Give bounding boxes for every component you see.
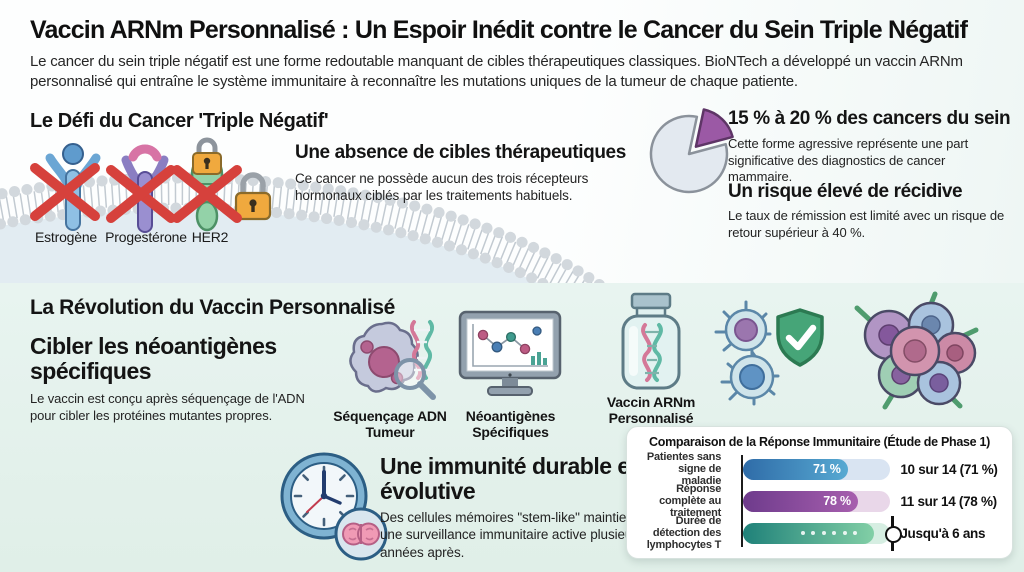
chart-category-label: Durée de détection des lymphocytes T [646,514,722,552]
recurrence-body: Le taux de rémission est limité avec un … [728,208,1005,240]
page-subtitle: Le cancer du sein triple négatif est une… [30,53,963,90]
bar-fill-teal [743,522,875,544]
immunity-body: Des cellules mémoires "stem-like" mainti… [380,510,660,560]
timeline-dot [853,531,858,535]
chart-row-tcell-duration: Durée de détection des lymphocytes T [637,515,1002,552]
immune-cells-shield-icon [714,300,824,406]
bar-track: 71 % [743,458,891,480]
cross-out-x-icon [172,165,242,223]
target-heading: Cibler les néoantigènes spécifiques [30,333,277,384]
tumor-cluster-icon [854,291,979,410]
incidence-pie-chart [649,108,734,194]
recurrence-heading: Un risque élevé de récidive [728,181,963,202]
cross-out-x-icon [106,165,176,223]
immune-response-chart-panel: Comparaison de la Réponse Immunitaire (É… [626,426,1013,559]
chart-title: Comparaison de la Réponse Immunitaire (É… [649,435,990,449]
page-title: Vaccin ARNm Personnalisé : Un Espoir Iné… [30,16,968,44]
bar-track: 78 % [743,490,891,512]
timeline-dot [821,531,826,535]
receptor-label-progesterone: Progestérone [105,229,187,245]
bar-fill-purple: 78 % [743,490,858,512]
chart-category-label: Patientes sans signe de maladie [646,450,722,488]
timeline-dot [811,531,816,535]
timeline-dot [832,531,837,535]
challenge-heading: Le Défi du Cancer 'Triple Négatif' [30,110,329,132]
timeline-dot [842,531,847,535]
tumor-dna-sequencing-icon [349,320,436,400]
no-targets-body: Ce cancer ne possède aucun des trois réc… [295,171,589,204]
padlock-icon [234,172,272,221]
her2-receptor-icon [190,137,224,232]
bar-value-label: 71 % [812,462,841,476]
vaccine-vial-icon [621,292,681,390]
top-section: Vaccin ARNm Personnalisé : Un Espoir Iné… [0,0,1024,283]
receptor-label-her2: HER2 [191,229,229,245]
incidence-heading: 15 % à 20 % des cancers du sein [728,108,1011,129]
timeline-dot [800,531,805,535]
target-body: Le vaccin est conçu après séquençage de … [30,391,305,423]
receptor-label-estrogen: Estrogène [34,229,98,245]
bar-fill-blue: 71 % [743,458,848,480]
chart-result-label: 11 sur 14 (78 %) [900,493,997,509]
step-label-vaccine: Vaccin ARNm Personnalisé [606,394,696,427]
bar-track [743,515,902,551]
timeline-marker-dot [884,525,902,543]
chart-category-label: Réponse complète au traitement [659,482,722,520]
incidence-body: Cette forme agressive représente une par… [728,136,969,185]
chart-row-disease-free: Patientes sans signe de maladie 71 % 10 … [637,451,1002,488]
neoantigen-monitor-icon [458,310,562,396]
revolution-heading: La Révolution du Vaccin Personnalisé [30,296,395,319]
memory-clock-icon [280,452,388,561]
step-label-sequencing: Séquençage ADN Tumeur [333,408,447,441]
chart-result-label: Jusqu'à 6 ans [900,525,986,541]
bar-value-label: 78 % [823,494,851,508]
immunity-heading: Une immunité durable et évolutive [380,453,637,504]
cross-out-x-icon [30,163,100,221]
chart-result-label: 10 sur 14 (71 %) [900,461,998,477]
step-label-neoantigens: Néoantigènes Spécifiques [465,408,556,441]
timeline-marker [884,515,902,551]
chart-rows: Patientes sans signe de maladie 71 % 10 … [637,451,1002,552]
no-targets-heading: Une absence de cibles thérapeutiques [295,142,626,163]
chart-row-complete-response: Réponse complète au traitement 78 % 11 s… [637,483,1002,520]
